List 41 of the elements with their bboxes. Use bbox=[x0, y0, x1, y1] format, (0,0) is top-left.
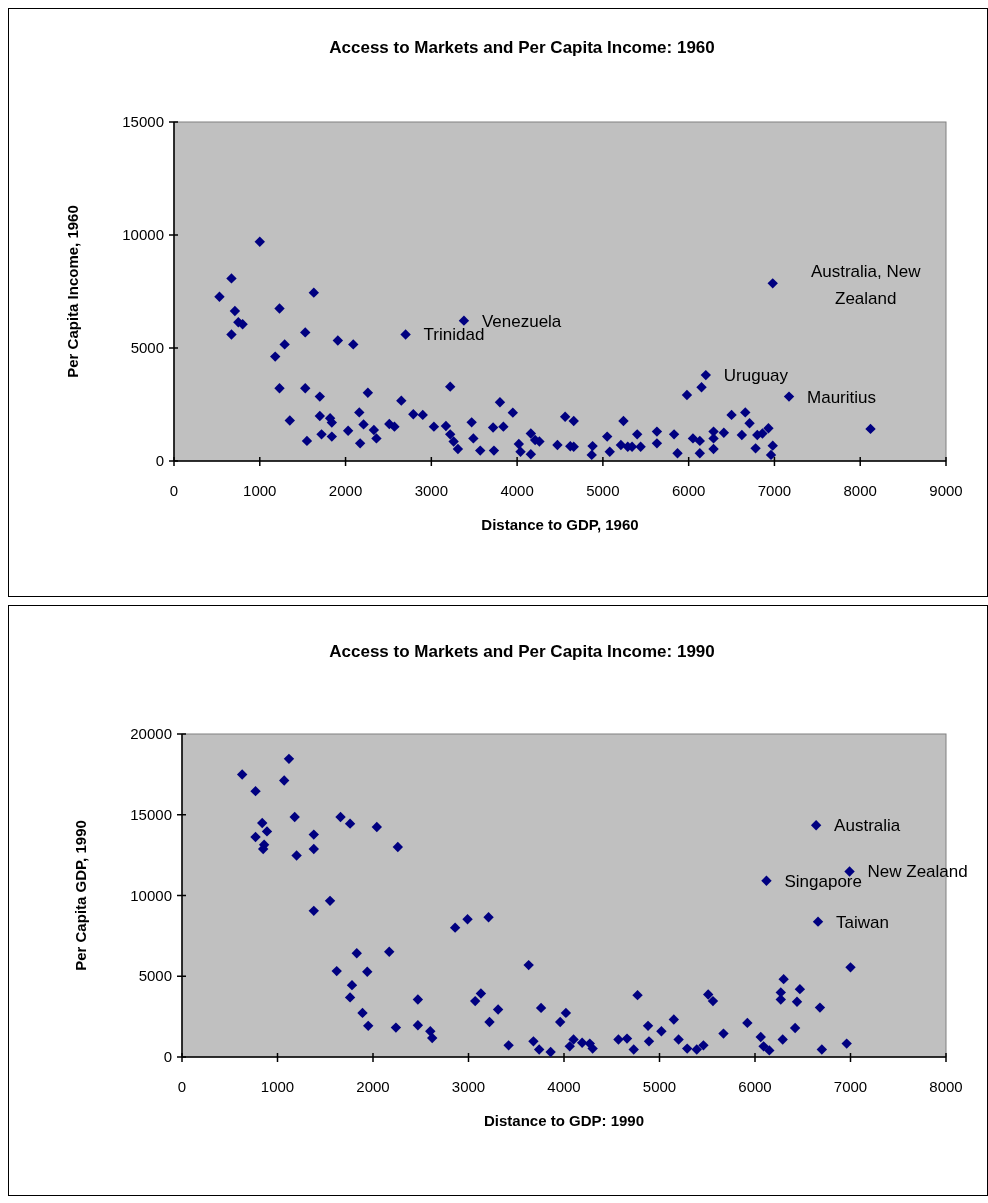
y-tick-label: 10000 bbox=[122, 226, 164, 243]
x-tick-label: 7000 bbox=[833, 1078, 868, 1095]
x-tick-label: 8000 bbox=[843, 482, 877, 499]
x-tick-label: 5000 bbox=[586, 482, 620, 499]
y-axis-title: Per Capita GDP, 1990 bbox=[72, 820, 89, 971]
x-tick-label: 2000 bbox=[328, 482, 363, 499]
annotation: Mauritius bbox=[807, 387, 876, 407]
x-tick-label: 1000 bbox=[260, 1078, 295, 1095]
x-tick-label: 3000 bbox=[451, 1078, 486, 1095]
x-tick-label: 8000 bbox=[929, 1078, 963, 1095]
x-tick-label: 4000 bbox=[547, 1078, 581, 1095]
chart-title: Access to Markets and Per Capita Income: 1990 bbox=[329, 642, 715, 661]
y-tick-label: 15000 bbox=[122, 113, 164, 130]
x-tick-label: 1000 bbox=[243, 482, 277, 499]
annotation: Taiwan bbox=[836, 912, 889, 932]
annotation: Australia, New Zealand bbox=[810, 262, 922, 309]
y-tick-label: 5000 bbox=[138, 967, 172, 985]
x-tick-label: 6000 bbox=[671, 482, 706, 499]
x-axis-title: Distance to GDP, 1960 bbox=[481, 516, 639, 533]
y-tick-label: 5000 bbox=[130, 339, 164, 356]
y-tick-label: 0 bbox=[155, 452, 164, 469]
y-tick-label: 15000 bbox=[130, 805, 172, 823]
annotation: Trinidad bbox=[423, 325, 485, 345]
x-tick-label: 9000 bbox=[929, 482, 963, 499]
x-tick-label: 6000 bbox=[738, 1078, 772, 1095]
annotation: Australia bbox=[834, 816, 901, 836]
chart-title: Access to Markets and Per Capita Income: 1960 bbox=[329, 38, 715, 57]
annotation: Singapore bbox=[784, 871, 862, 891]
annotation: Uruguay bbox=[723, 366, 789, 386]
y-axis-title: Per Capita Income, 1960 bbox=[64, 205, 81, 378]
y-tick-label: 10000 bbox=[130, 886, 172, 904]
x-axis-title: Distance to GDP: 1990 bbox=[483, 1112, 645, 1129]
y-tick-label: 20000 bbox=[130, 725, 172, 742]
x-tick-label: 7000 bbox=[757, 482, 792, 499]
x-tick-label: 0 bbox=[177, 1078, 187, 1095]
x-tick-label: 5000 bbox=[642, 1078, 677, 1095]
x-tick-label: 3000 bbox=[414, 482, 449, 499]
annotation: New Zealand bbox=[867, 862, 968, 882]
x-tick-label: 2000 bbox=[356, 1078, 390, 1095]
x-tick-label: 4000 bbox=[500, 482, 534, 499]
y-tick-label: 0 bbox=[163, 1048, 172, 1065]
